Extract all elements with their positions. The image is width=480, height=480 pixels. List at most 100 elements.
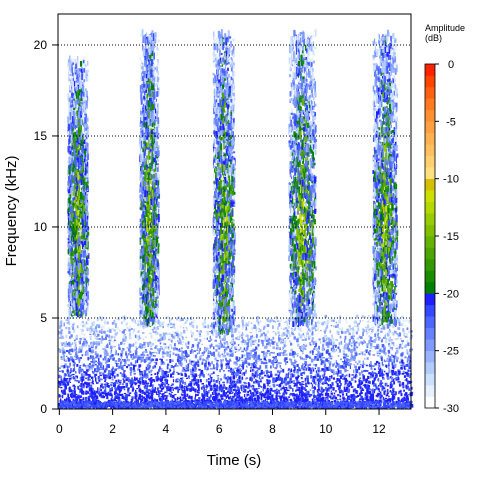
spectrogram-cell [402,371,405,373]
spectrogram-cell [358,342,360,347]
spectrogram-cell [358,360,361,364]
spectrogram-cell [109,388,113,391]
spectrogram-cell [186,354,189,356]
spectrogram-cell [214,357,217,361]
spectrogram-cell [59,336,62,339]
spectrogram-cell [205,326,207,328]
spectrogram-cell [344,388,347,393]
spectrogram-cell [169,344,172,346]
spectrogram-cell [342,399,345,402]
spectrogram-cell [61,347,65,351]
spectrogram-cell [173,394,175,399]
spectrogram-cell [226,360,229,363]
spectrogram-cell [135,389,137,393]
spectrogram-cell [378,362,381,365]
spectrogram-cell [68,365,71,368]
spectrogram-cell [162,377,165,379]
spectrogram-cell [137,380,140,384]
spectrogram-cell [387,354,390,358]
spectrogram-cell [364,392,368,394]
spectrogram-cell [355,389,357,394]
spectrogram-cell [299,355,302,358]
spectrogram-cell [241,364,245,368]
spectrogram-cell [91,376,94,379]
spectrogram-cell [280,382,283,385]
spectrogram-cell [385,364,388,368]
spectrogram-cell [249,349,253,352]
spectrogram-cell [127,348,131,352]
spectrogram-cell [350,349,353,354]
spectrogram-cell [384,345,386,349]
spectrogram-cell [115,363,118,367]
spectrogram-cell [391,372,394,376]
spectrogram-cell [326,324,329,329]
spectrogram-cell [239,346,242,350]
spectrogram-cell [264,399,267,402]
spectrogram-cell [104,368,107,373]
spectrogram-cell [323,321,325,324]
spectrogram-cell [310,406,312,408]
spectrogram-cell [391,383,394,388]
spectrogram-cell [254,394,257,396]
spectrogram-cell [269,352,271,356]
spectrogram-cell [127,400,129,403]
spectrogram-cell [136,401,139,404]
spectrogram-cell [161,361,164,364]
spectrogram-cell [366,357,369,360]
spectrogram-cell [335,339,338,341]
spectrogram-cell [75,394,78,396]
spectrogram-cell [260,361,264,365]
spectrogram-cell [312,324,316,326]
spectrogram-cell [183,355,186,358]
spectrogram-cell [186,393,189,397]
spectrogram-cell [334,396,338,400]
spectrogram-cell [251,337,254,339]
spectrogram-cell [289,369,292,373]
spectrogram-cell [218,392,220,396]
spectrogram-cell [288,334,292,338]
spectrogram-cell [312,327,315,330]
spectrogram-cell [64,405,68,409]
spectrogram-cell [302,391,304,395]
spectrogram-cell [159,384,162,387]
spectrogram-cell [238,398,241,402]
spectrogram-cell [408,319,411,323]
spectrogram-cell [328,386,330,391]
spectrogram-cell [320,378,323,381]
spectrogram-cell [125,399,128,403]
spectrogram-cell [83,323,86,327]
spectrogram-cell [270,396,273,399]
spectrogram-cell [378,369,381,373]
spectrogram-cell [125,379,129,381]
spectrogram-cell [92,393,95,397]
spectrogram-cell [168,392,171,395]
spectrogram-cell [302,333,304,336]
spectrogram-cell [93,395,96,399]
spectrogram-cell [65,350,69,353]
spectrogram-cell [144,382,146,385]
spectrogram-cell [248,406,251,409]
spectrogram-cell [119,383,122,385]
spectrogram-cell [235,372,238,375]
spectrogram-cell [160,383,164,387]
spectrogram-cell [308,328,311,331]
spectrogram-cell [58,394,61,398]
spectrogram-cell [193,350,196,352]
spectrogram-cell [188,395,191,399]
spectrogram-cell [322,357,325,359]
spectrogram-cell [198,333,201,335]
spectrogram-cell [89,384,93,387]
spectrogram-cell [234,367,237,369]
spectrogram-cell [181,349,183,353]
spectrogram-cell [373,372,375,375]
spectrogram-cell [253,336,256,339]
spectrogram-cell [62,342,66,344]
spectrogram-cell [330,324,333,327]
spectrogram-cell [362,375,365,379]
spectrogram-cell [288,326,291,329]
spectrogram-cell [287,368,290,371]
spectrogram-cell [163,376,166,378]
spectrogram-cell [223,385,226,389]
spectrogram-cell [333,377,336,380]
spectrogram-cell [312,390,315,394]
